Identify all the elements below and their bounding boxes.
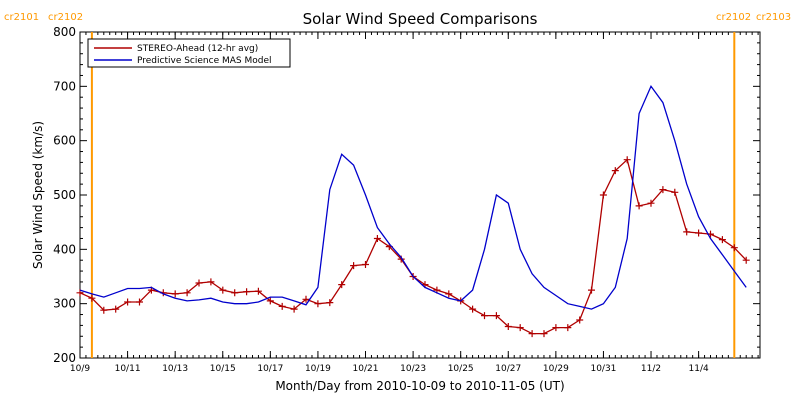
data-point-stereo — [278, 302, 286, 310]
data-point-stereo — [683, 228, 691, 236]
y-tick-label: 600 — [53, 134, 76, 148]
data-point-stereo — [326, 299, 334, 307]
data-point-stereo — [290, 305, 298, 313]
x-tick-label: 10/19 — [305, 364, 331, 374]
x-tick-label: 11/2 — [641, 364, 661, 374]
data-point-stereo — [504, 323, 512, 330]
data-point-stereo — [243, 288, 251, 296]
x-tick-label: 10/9 — [70, 364, 90, 374]
series-line-stereo — [79, 158, 747, 335]
data-point-stereo — [481, 312, 488, 320]
x-tick-label: 10/21 — [353, 364, 379, 374]
x-tick-label: 10/17 — [257, 364, 283, 374]
x-axis-label: Month/Day from 2010-10-09 to 2010-11-05 … — [275, 379, 564, 393]
y-tick-label: 800 — [53, 25, 76, 39]
legend-label-mas: Predictive Science MAS Model — [137, 56, 272, 66]
data-point-stereo — [314, 300, 322, 308]
data-point-stereo — [445, 290, 453, 298]
data-point-stereo — [136, 298, 143, 306]
data-point-stereo — [718, 236, 726, 244]
y-tick-label: 500 — [53, 188, 76, 202]
y-tick-label: 300 — [53, 297, 76, 311]
data-point-stereo — [219, 286, 227, 294]
data-point-stereo — [623, 156, 631, 164]
legend: STEREO-Ahead (12-hr avg) Predictive Scie… — [87, 38, 291, 68]
cr-label-left-1: cr2101 — [4, 12, 39, 23]
cr-label-right-1: cr2102 — [716, 12, 751, 23]
data-point-stereo — [350, 262, 358, 270]
data-point-stereo — [100, 306, 108, 314]
data-point-stereo — [540, 330, 548, 338]
x-tick-label: 10/27 — [495, 364, 521, 374]
data-point-stereo — [195, 279, 203, 287]
data-point-stereo — [611, 167, 619, 175]
data-point-stereo — [469, 305, 477, 313]
cr-label-right-2: cr2103 — [756, 12, 791, 23]
data-point-stereo — [338, 281, 346, 289]
x-tick-label: 10/23 — [400, 364, 426, 374]
data-point-stereo — [124, 298, 132, 306]
data-point-stereo — [183, 289, 191, 297]
data-point-stereo — [373, 235, 381, 242]
data-point-stereo — [647, 199, 655, 207]
data-point-stereo — [671, 188, 679, 196]
data-point-stereo — [112, 305, 120, 313]
data-point-stereo — [576, 316, 584, 324]
data-point-stereo — [659, 186, 667, 194]
y-tick-label: 400 — [53, 242, 76, 256]
data-point-stereo — [516, 324, 524, 332]
chart-title: Solar Wind Speed Comparisons — [303, 10, 538, 28]
legend-box — [87, 38, 291, 68]
data-point-stereo — [599, 191, 607, 199]
y-tick-label: 200 — [53, 351, 76, 365]
y-tick-label: 700 — [53, 79, 76, 93]
data-point-stereo — [266, 297, 274, 305]
plot-area: 200 300 400 500 600 700 800 10/9 10/11 10/13 10/15… — [53, 25, 761, 374]
x-tick-label: 10/13 — [162, 364, 188, 374]
x-tick-label: 10/29 — [543, 364, 569, 374]
x-tick-label: 10/25 — [448, 364, 474, 374]
legend-label-stereo: STEREO-Ahead (12-hr avg) — [137, 44, 258, 54]
data-point-stereo — [695, 229, 703, 237]
data-point-stereo — [528, 330, 536, 338]
data-point-stereo — [171, 290, 179, 298]
cr-label-left-2: cr2102 — [48, 12, 83, 23]
data-point-stereo — [552, 324, 560, 332]
data-point-stereo — [207, 278, 215, 286]
data-point-stereo — [362, 261, 369, 268]
data-point-stereo — [492, 312, 500, 320]
data-point-stereo — [588, 286, 595, 294]
x-tick-label: 10/15 — [210, 364, 236, 374]
x-tick-label: 11/4 — [689, 364, 709, 374]
data-point-stereo — [254, 287, 262, 295]
data-point-stereo — [231, 289, 239, 297]
data-point-stereo — [302, 295, 310, 303]
y-axis-label: Solar Wind Speed (km/s) — [31, 121, 45, 269]
data-point-stereo — [730, 244, 738, 252]
data-point-stereo — [564, 324, 572, 332]
x-tick-label: 10/31 — [590, 364, 616, 374]
data-point-stereo — [742, 256, 750, 264]
data-point-stereo — [88, 294, 96, 302]
data-point-stereo — [635, 202, 643, 210]
series-line-mas — [79, 85, 747, 310]
x-tick-label: 10/11 — [115, 364, 141, 374]
